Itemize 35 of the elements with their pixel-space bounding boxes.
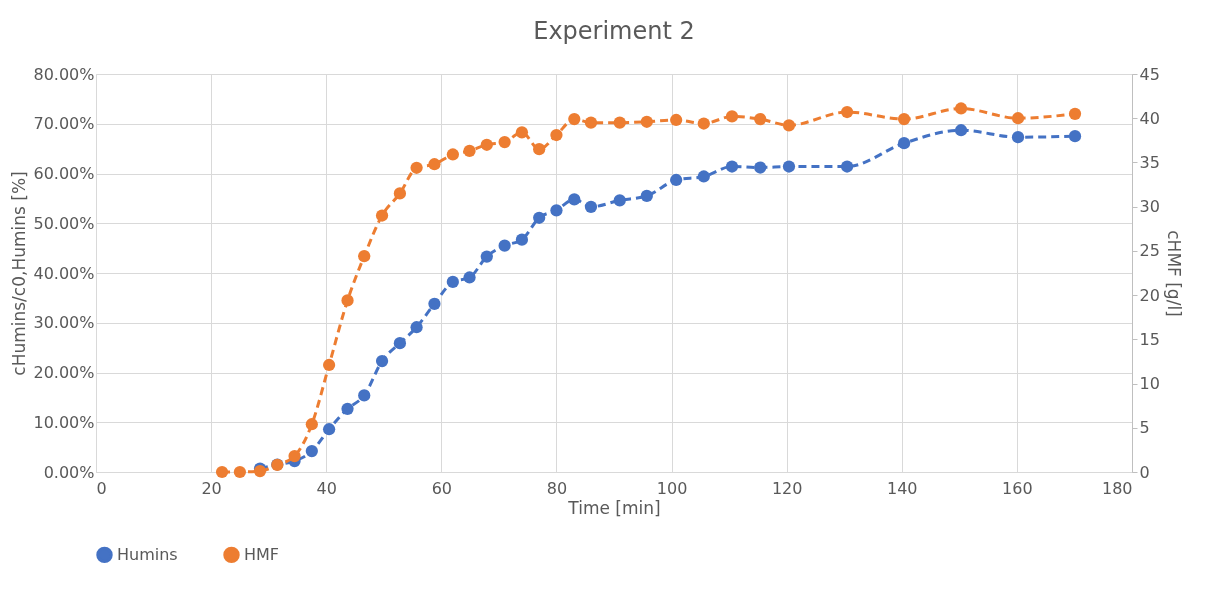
- y2-tick-label: 45: [1139, 64, 1160, 84]
- y-tick-label: 10.00%: [33, 412, 95, 432]
- y2-tick-label: 10: [1139, 374, 1160, 394]
- x-tick-label: 140: [887, 478, 918, 498]
- y-tick-label: 70.00%: [33, 114, 95, 134]
- x-tick-label: 80: [546, 478, 568, 498]
- y2-tick-label: 0: [1139, 462, 1150, 482]
- x-tick-label: 60: [431, 478, 453, 498]
- chart-title: Experiment 2: [533, 17, 695, 45]
- y2-tick-label: 40: [1139, 108, 1160, 128]
- y-tick-label: 0.00%: [43, 462, 95, 482]
- y2-tick-label: 30: [1139, 197, 1160, 217]
- y-axis-title: cHumins/c0,Humins [%]: [9, 171, 30, 376]
- y2-tick-label: 20: [1139, 285, 1160, 305]
- y-tick-label: 50.00%: [33, 213, 95, 233]
- legend-label: Humins: [117, 544, 178, 564]
- x-tick-label: 20: [201, 478, 222, 498]
- y-tick-label: 30.00%: [33, 313, 95, 333]
- x-axis-title: Time [min]: [567, 497, 661, 518]
- y-tick-label: 80.00%: [33, 64, 95, 84]
- y2-axis-title: cHMF [g/l]: [1163, 230, 1184, 317]
- y2-tick-label: 15: [1139, 329, 1160, 349]
- x-tick-label: 100: [656, 478, 688, 498]
- x-tick-label: 180: [1101, 478, 1133, 498]
- x-tick-label: 0: [96, 478, 107, 498]
- y2-tick-label: 35: [1139, 152, 1160, 172]
- y2-tick-label: 25: [1139, 241, 1160, 261]
- legend-label: HMF: [244, 544, 280, 564]
- x-tick-label: 40: [316, 478, 337, 498]
- y-tick-label: 40.00%: [33, 263, 95, 283]
- x-tick-label: 160: [1002, 478, 1033, 498]
- y-tick-label: 20.00%: [33, 363, 95, 382]
- y2-tick-label: 5: [1139, 418, 1150, 438]
- x-tick-label: 120: [771, 478, 803, 498]
- y-tick-label: 60.00%: [33, 164, 95, 183]
